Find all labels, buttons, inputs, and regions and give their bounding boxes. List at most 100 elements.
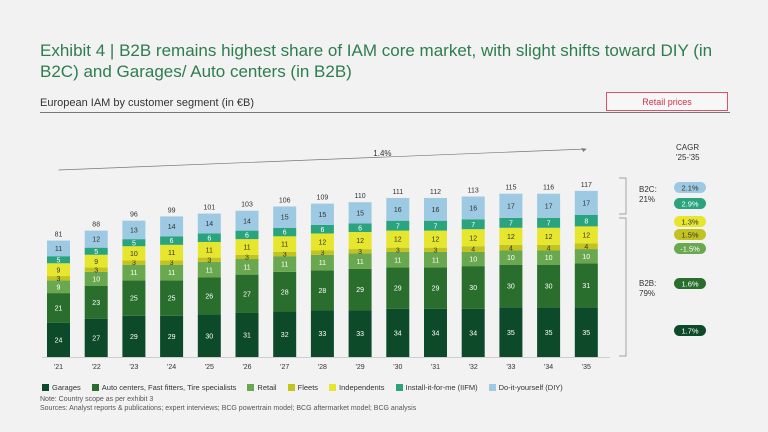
bar-segment [461,229,485,247]
cagr-pill-label: 1.5% [681,231,698,240]
legend-label: Auto centers, Fast fitters, Tire special… [101,383,237,392]
bar-value-label: 3 [57,276,61,283]
x-tick-label: '34 [544,364,553,371]
bar-total-label: 113 [468,188,479,195]
bar-segment [160,280,184,316]
bar-segment [47,263,70,277]
bar-value-label: 35 [545,330,553,337]
bar-segment [574,190,598,215]
cagr-pill-label: 1.7% [681,327,698,336]
bar-segment [574,263,598,308]
bar-segment [122,246,146,261]
bar-segment [84,318,108,357]
bar-value-label: 3 [207,257,211,264]
bar-segment [122,264,146,281]
bar-value-label: 29 [432,286,440,293]
bar-value-label: 6 [283,230,287,237]
bar-value-label: 4 [471,247,475,254]
bar-segment [47,322,70,357]
bar-value-label: 3 [434,247,438,254]
bar-segment [386,220,410,231]
x-tick-label: '27 [280,364,289,371]
bar-value-label: 9 [94,259,98,266]
cagr-pill-label: 2.9% [681,200,698,209]
bar-segment [386,230,410,248]
bar-segment [424,267,447,309]
cagr-pill [674,325,706,336]
bar-value-label: 10 [545,255,553,262]
bar-total-label: 115 [505,185,516,192]
bar-segment [499,244,523,251]
bar-value-label: 6 [358,225,362,232]
bar-segment [84,267,108,272]
bar-value-label: 27 [243,291,251,298]
bar-segment [574,249,598,264]
bar-value-label: 34 [432,330,440,337]
bar-value-label: 7 [396,223,400,230]
bar-segment [424,220,447,231]
bar-segment [424,230,447,248]
bar-segment [160,216,184,237]
bar-segment [499,227,523,245]
bar-value-label: 5 [57,257,61,264]
bar-segment [386,251,410,268]
bar-value-label: 12 [432,237,440,244]
bar-total-label: 109 [317,195,329,202]
bar-value-label: 11 [206,267,213,274]
bar-segment [461,219,485,230]
bar-value-label: 11 [432,257,439,264]
bar-segment [197,261,221,278]
bar-segment [310,203,334,225]
x-tick-label: '24 [167,364,176,371]
bar-value-label: 11 [281,242,288,249]
legend-label: Garages [52,383,81,392]
bar-segment [386,308,410,357]
x-tick-label: '26 [242,364,251,371]
bar-value-label: 9 [57,267,61,274]
bar-segment [160,260,184,265]
bar-segment [348,202,372,224]
bar-value-label: 7 [509,220,513,227]
bar-segment [122,260,146,265]
legend-item: Auto centers, Fast fitters, Tire special… [91,383,237,392]
chart-legend: Garages Auto centers, Fast fitters, Tire … [42,383,563,392]
bar-segment [273,311,297,357]
bar-value-label: 11 [168,250,175,257]
bar-value-label: 17 [545,203,553,210]
bar-value-label: 16 [432,207,440,214]
bar-segment [160,264,184,281]
legend-swatch [42,384,49,391]
bar-segment [574,226,598,244]
cagr-arrow-line [58,148,587,171]
bar-value-label: 6 [170,238,174,245]
bar-value-label: 30 [469,285,477,292]
x-tick-label: '30 [393,364,402,371]
bar-value-label: 10 [469,257,477,264]
bar-segment [84,254,108,268]
bar-value-label: 17 [507,203,515,210]
bar-value-label: 3 [170,260,174,267]
bar-total-label: 101 [203,205,215,212]
legend-swatch [329,384,337,391]
bar-value-label: 26 [205,294,213,301]
bar-value-label: 6 [245,232,249,239]
bar-value-label: 31 [243,333,251,340]
bar-value-label: 8 [584,218,588,225]
legend-item: Install-it-for-me (IIFM) [395,383,478,392]
bar-value-label: 12 [394,237,402,244]
bar-segment [461,308,485,357]
cagr-pill-label: 2.1% [681,184,698,193]
x-tick-label: '28 [318,364,327,371]
bar-segment [537,264,561,308]
bar-segment [537,217,561,228]
bar-value-label: 31 [582,283,590,290]
bar-value-label: 11 [319,260,326,267]
bar-segment [235,259,259,275]
legend-item: Fleets [287,383,318,392]
bar-segment [235,274,259,313]
legend-item: Garages [42,383,81,392]
bar-segment [273,256,297,272]
x-tick-label: '22 [92,364,101,371]
x-tick-label: '32 [469,364,478,371]
bar-value-label: 7 [434,223,438,230]
